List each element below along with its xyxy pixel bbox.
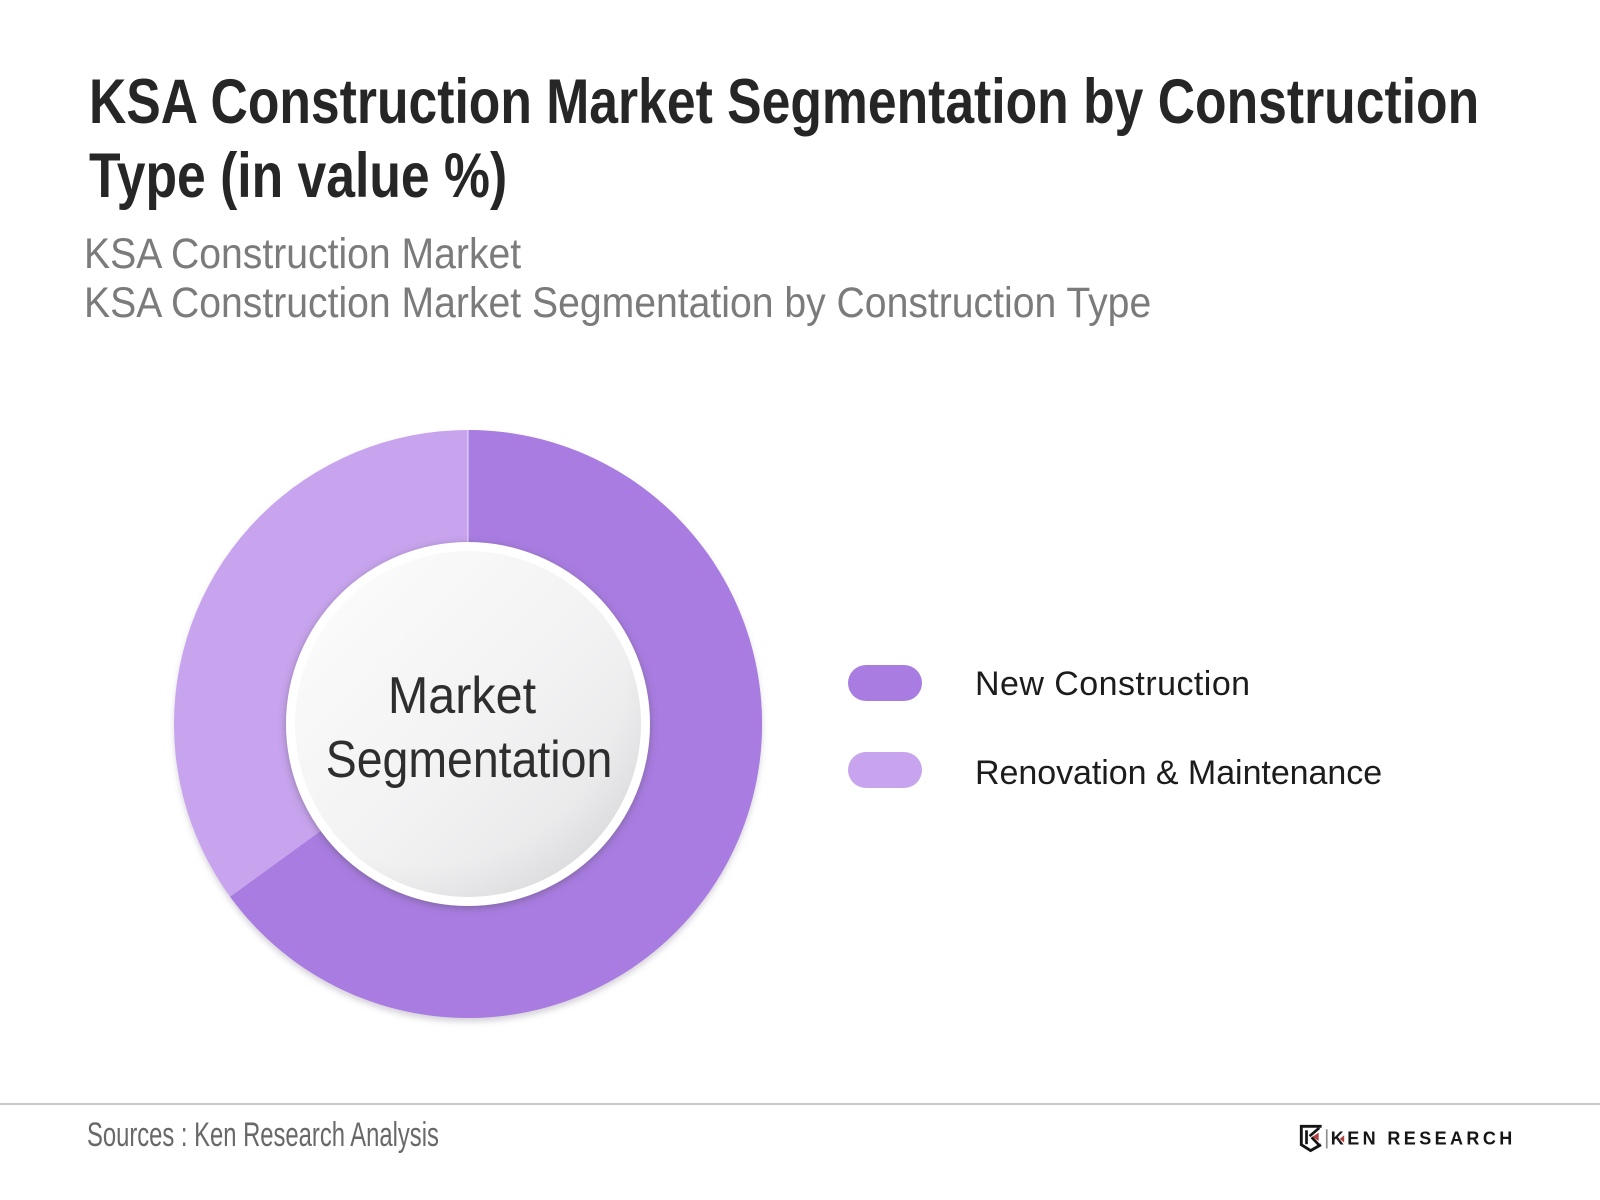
svg-text:KEN RESEARCH: KEN RESEARCH bbox=[1331, 1129, 1516, 1149]
